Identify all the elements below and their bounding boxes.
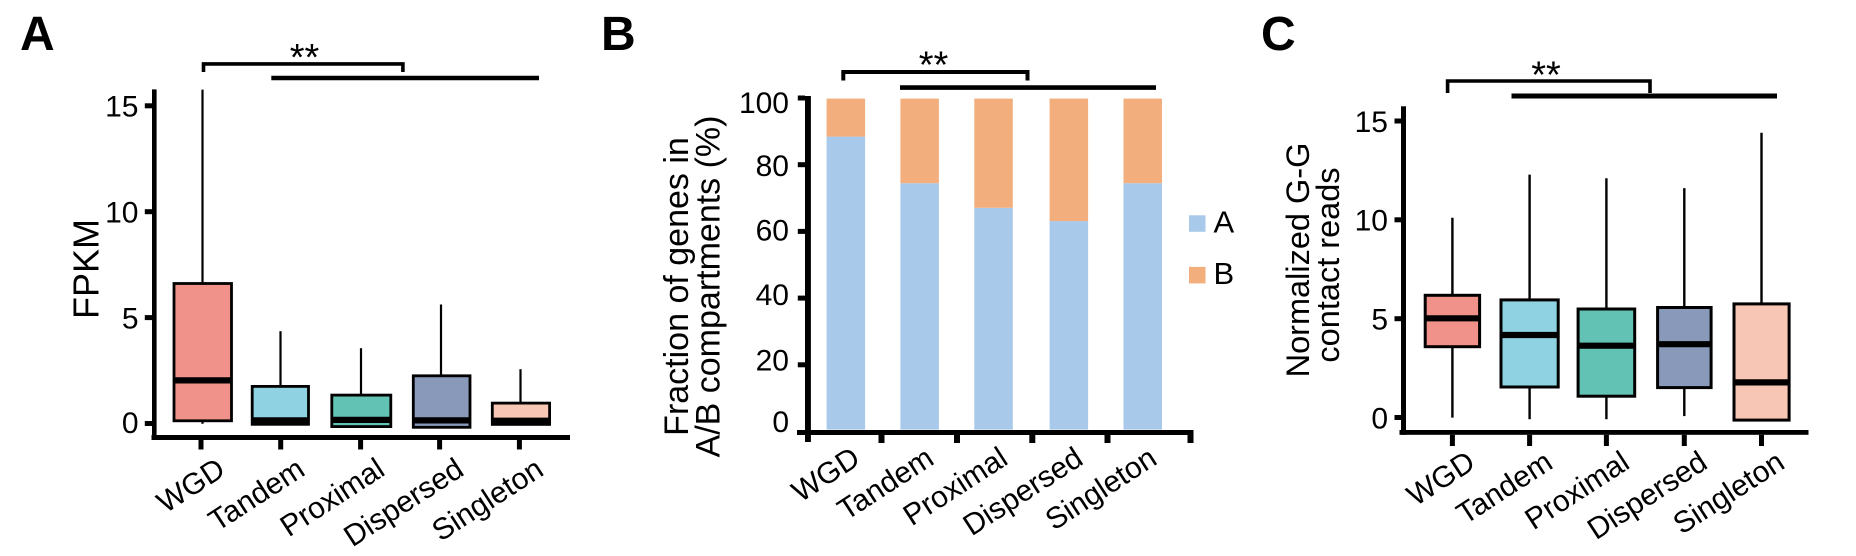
svg-text:15: 15 bbox=[1355, 106, 1388, 139]
svg-text:A/B compartments (%): A/B compartments (%) bbox=[690, 116, 728, 458]
svg-text:10: 10 bbox=[1355, 205, 1388, 238]
svg-text:15: 15 bbox=[105, 91, 138, 124]
svg-text:contact reads: contact reads bbox=[1310, 167, 1346, 362]
svg-text:5: 5 bbox=[1371, 304, 1388, 337]
svg-text:A: A bbox=[20, 8, 55, 61]
svg-text:Normalized G-G: Normalized G-G bbox=[1280, 143, 1316, 378]
svg-text:**: ** bbox=[919, 45, 949, 87]
svg-text:B: B bbox=[601, 8, 636, 61]
svg-text:60: 60 bbox=[756, 215, 789, 248]
svg-text:10: 10 bbox=[105, 197, 138, 230]
svg-text:**: ** bbox=[290, 37, 320, 79]
svg-text:5: 5 bbox=[122, 302, 139, 335]
svg-text:**: ** bbox=[1531, 55, 1561, 97]
svg-text:0: 0 bbox=[122, 407, 139, 440]
svg-text:A: A bbox=[1214, 205, 1235, 240]
svg-text:80: 80 bbox=[756, 150, 789, 183]
svg-text:B: B bbox=[1214, 256, 1235, 291]
svg-text:FPKM: FPKM bbox=[66, 219, 107, 319]
svg-text:20: 20 bbox=[756, 344, 789, 377]
svg-text:Fraction of genes in: Fraction of genes in bbox=[658, 137, 696, 436]
svg-text:100: 100 bbox=[739, 87, 789, 120]
svg-text:40: 40 bbox=[756, 279, 789, 312]
svg-text:C: C bbox=[1261, 8, 1296, 61]
svg-text:0: 0 bbox=[772, 406, 789, 439]
svg-text:0: 0 bbox=[1371, 402, 1388, 435]
